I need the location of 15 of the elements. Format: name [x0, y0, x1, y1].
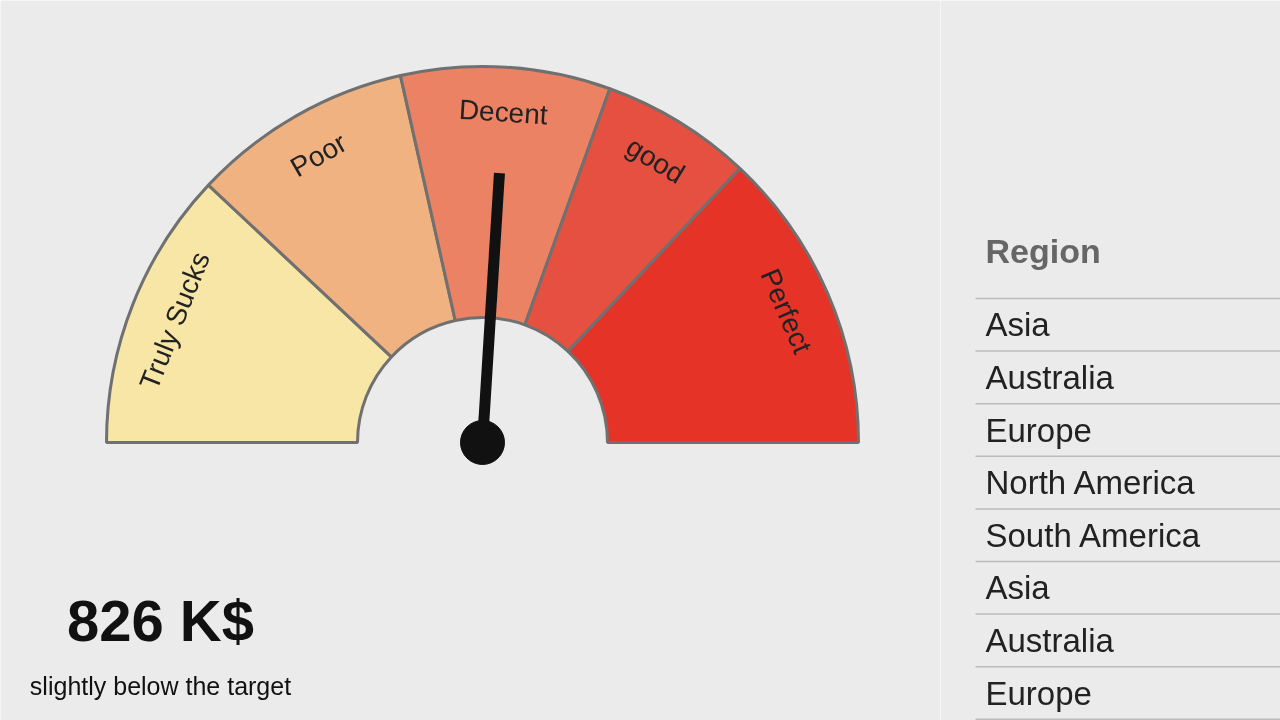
text: Australia	[985, 358, 1115, 396]
slice-label: good	[620, 130, 691, 190]
text: slightly below the target	[29, 671, 292, 700]
text: 826 K$	[66, 588, 255, 653]
text: North America	[985, 464, 1196, 502]
text: Region	[985, 231, 1101, 270]
text: South America	[985, 516, 1201, 554]
text: Asia	[985, 306, 1051, 344]
slice-label: Decent	[458, 93, 549, 131]
text: Europe	[985, 674, 1092, 712]
text: Europe	[985, 411, 1092, 449]
text: Australia	[985, 621, 1115, 659]
slice-label: Poor	[285, 126, 352, 184]
text: Asia	[985, 569, 1051, 607]
slice-label: Truly Sucks	[133, 247, 216, 394]
